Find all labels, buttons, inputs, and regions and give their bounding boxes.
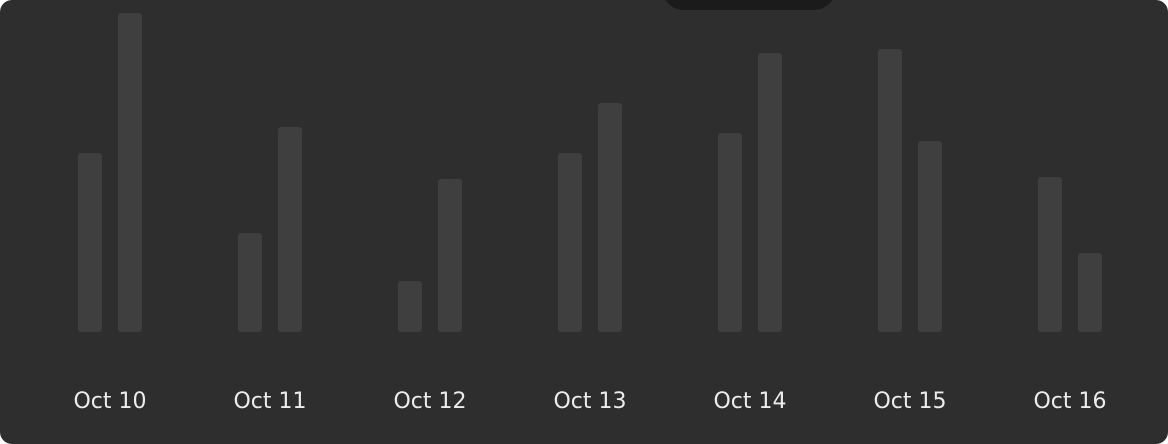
bar-oct-16-2[interactable] — [1078, 253, 1102, 332]
bars-group — [78, 13, 1102, 332]
x-tick-label: Oct 14 — [713, 389, 786, 414]
x-tick-label: Oct 15 — [873, 389, 946, 414]
x-tick-label: Oct 11 — [233, 389, 306, 414]
bar-oct-11-1[interactable] — [238, 233, 262, 332]
bar-oct-15-2[interactable] — [918, 141, 942, 332]
bar-oct-15-1[interactable] — [878, 49, 902, 332]
bar-oct-16-1[interactable] — [1038, 177, 1062, 332]
bar-oct-13-1[interactable] — [558, 153, 582, 332]
top-tab-handle[interactable] — [662, 0, 836, 10]
x-tick-label: Oct 10 — [73, 389, 146, 414]
bar-oct-14-1[interactable] — [718, 133, 742, 332]
x-tick-labels: Oct 10 Oct 11 Oct 12 Oct 13 Oct 14 Oct 15 Oct … — [73, 389, 1106, 414]
x-tick-label: Oct 16 — [1033, 389, 1106, 414]
bar-oct-14-2[interactable] — [758, 53, 782, 332]
bar-oct-10-1[interactable] — [78, 153, 102, 332]
bar-oct-12-1[interactable] — [398, 281, 422, 332]
bar-oct-13-2[interactable] — [598, 103, 622, 332]
x-tick-label: Oct 12 — [393, 389, 466, 414]
x-tick-label: Oct 13 — [553, 389, 626, 414]
bar-oct-12-2[interactable] — [438, 179, 462, 332]
bar-oct-10-2[interactable] — [118, 13, 142, 332]
bar-oct-11-2[interactable] — [278, 127, 302, 332]
